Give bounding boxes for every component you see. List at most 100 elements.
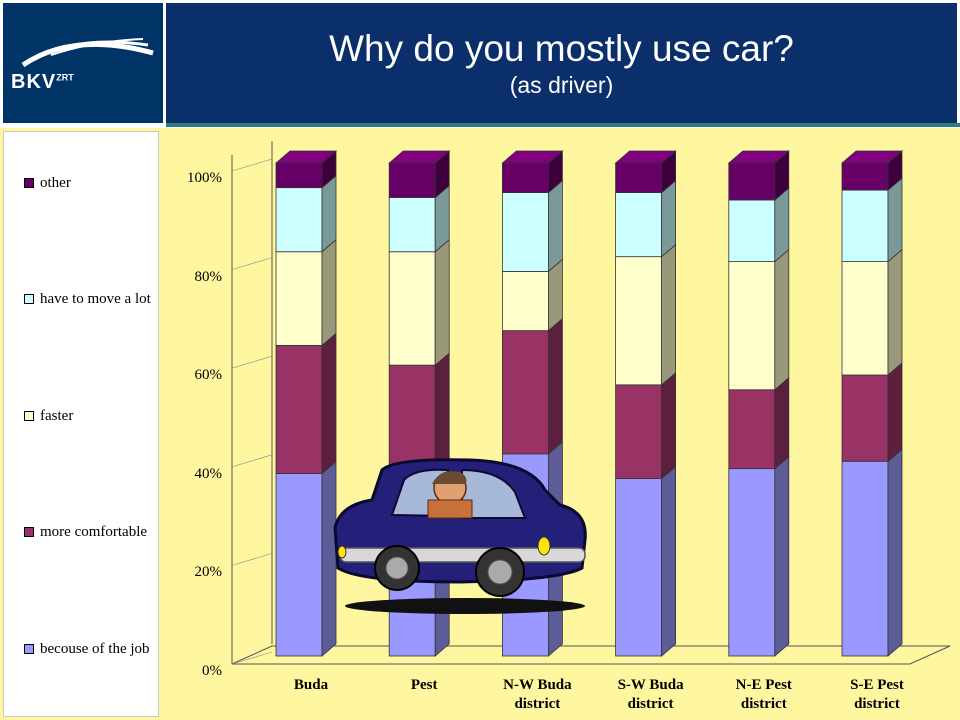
plot-area <box>232 143 940 656</box>
bar-segment-side <box>661 243 676 386</box>
bar-segment-side <box>774 187 790 263</box>
x-tick-line: S-W Buda <box>617 677 684 693</box>
bar-segment-side <box>661 179 676 258</box>
bar-segment <box>615 384 662 479</box>
bar-top <box>614 150 677 164</box>
chart-subtitle: (as driver) <box>509 72 614 98</box>
wall-grid-segment <box>231 651 273 665</box>
bar-segment-side <box>548 317 563 455</box>
wall-grid-segment <box>231 454 273 468</box>
x-tick-label: N-W Buda district <box>482 676 592 714</box>
x-tick-label: S-W Buda district <box>596 676 706 714</box>
legend-swatch <box>24 294 34 304</box>
legend-swatch <box>24 527 34 537</box>
wall-grid-segment <box>231 553 273 566</box>
bar-segment <box>615 192 662 258</box>
bar-segment <box>841 460 889 657</box>
x-tick-line: district <box>740 696 787 712</box>
wall-grid-segment <box>231 158 273 172</box>
bar-segment <box>501 162 549 193</box>
logo-text: BKVZRT <box>11 71 74 93</box>
bar-segment <box>841 261 889 376</box>
bar-segment <box>275 473 323 657</box>
y-tick-label: 100% <box>187 170 222 186</box>
bar-segment-side <box>321 174 337 253</box>
bar-segment <box>275 345 323 474</box>
x-tick-line: district <box>514 696 561 712</box>
x-tick-line: district <box>627 696 674 712</box>
bar-segment-side <box>321 332 337 475</box>
legend-label: faster <box>40 408 74 424</box>
bar-segment-side <box>887 448 903 657</box>
x-tick-line: S-E Pest <box>850 677 904 693</box>
bar-segment <box>728 199 776 263</box>
bar-segment <box>841 162 889 191</box>
bar-segment <box>501 192 549 272</box>
bar-top <box>727 150 790 164</box>
legend-label: other <box>40 175 71 191</box>
bar-segment-side <box>661 465 676 657</box>
legend-label: becouse of the job <box>40 641 150 657</box>
bar-segment <box>615 256 662 386</box>
bar-segment-side <box>434 238 450 366</box>
x-tick-line: Pest <box>410 677 438 693</box>
bar-segment-side <box>321 238 337 347</box>
bar-segment <box>728 389 776 470</box>
y-tick-label: 20% <box>194 564 223 581</box>
car-illustration-icon <box>333 458 587 614</box>
bar-top <box>388 150 451 164</box>
legend-label: more comfortable <box>40 524 148 540</box>
bar-segment <box>388 197 436 253</box>
bar-top <box>274 150 338 164</box>
header-accent-line <box>166 123 960 127</box>
bar-segment <box>841 189 889 263</box>
y-tick-label: 80% <box>194 268 223 285</box>
bar-segment-side <box>548 179 563 273</box>
legend: other have to move a lot faster more com… <box>3 131 159 717</box>
bar-segment <box>841 374 889 462</box>
wall-grid-segment <box>231 257 273 270</box>
x-tick-line: N-E Pest <box>735 677 792 693</box>
x-tick-line: N-W Buda <box>503 677 572 693</box>
bar-segment <box>388 162 436 198</box>
wall-grid-segment <box>231 355 273 369</box>
y-tick-label: 40% <box>194 465 223 482</box>
bar-segment-side <box>321 460 337 657</box>
bar-segment <box>275 162 323 189</box>
legend-swatch <box>24 178 34 188</box>
x-tick-line: Buda <box>293 677 329 693</box>
bar-segment <box>275 187 323 253</box>
bar-segment-side <box>887 177 903 263</box>
x-tick-label: N-E Pest district <box>709 676 819 714</box>
y-tick-label: 0% <box>202 663 222 679</box>
bar-segment <box>728 261 776 391</box>
bar-segment-side <box>887 248 903 376</box>
bar-segment <box>275 251 323 346</box>
bar-segment <box>501 271 549 332</box>
floor-outline <box>231 645 951 665</box>
bar-segment-side <box>661 371 676 480</box>
bkv-logo: BKVZRT <box>3 3 163 123</box>
bar-segment <box>388 251 436 366</box>
y-tick-label: 60% <box>194 367 223 384</box>
bar-segment-side <box>774 248 790 391</box>
bar-top <box>840 150 904 164</box>
x-tick-label: S-E Pest district <box>822 676 932 714</box>
bar-segment-side <box>774 455 790 657</box>
bar-top <box>501 150 564 164</box>
legend-swatch <box>24 644 34 654</box>
bar-segment <box>728 162 776 201</box>
x-tick-label: Buda <box>256 676 366 695</box>
x-tick-label: Pest <box>369 676 479 695</box>
bar-segment <box>501 330 549 455</box>
title-banner: Why do you mostly use car? (as driver) <box>166 3 957 123</box>
bar-segment <box>728 468 776 657</box>
bar-segment-side <box>887 362 903 463</box>
legend-label: have to move a lot <box>40 291 151 307</box>
chart-title: Why do you mostly use car? <box>329 28 794 69</box>
bar-segment <box>615 162 662 193</box>
logo-swoosh-icon <box>21 38 154 68</box>
x-tick-line: district <box>854 696 900 712</box>
bar-segment <box>615 478 662 657</box>
